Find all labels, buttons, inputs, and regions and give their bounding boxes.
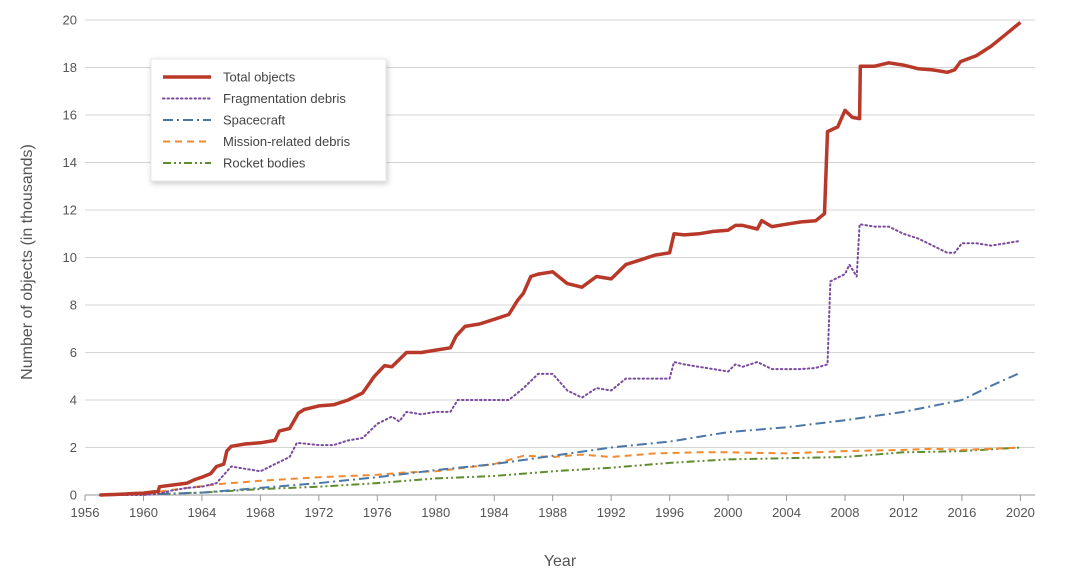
series-line-rocket-bodies xyxy=(99,446,1021,496)
legend-label: Total objects xyxy=(223,70,296,85)
series-line-spacecraft xyxy=(99,371,1021,496)
y-tick-label: 4 xyxy=(70,393,77,408)
x-tick-label: 1984 xyxy=(480,505,509,520)
legend: Total objects Fragmentation debris Spacecr… xyxy=(150,58,387,182)
x-tick-label: 1992 xyxy=(597,505,626,520)
legend-label: Mission-related debris xyxy=(223,134,351,149)
y-tick-label: 6 xyxy=(70,345,77,360)
y-tick-label: 8 xyxy=(70,298,77,313)
x-tick-label: 1996 xyxy=(655,505,684,520)
x-axis-ticks: 1956 1960 1964 1968 1972 1976 1980 1984 1988 1992… xyxy=(71,495,1035,520)
x-tick-label: 2008 xyxy=(831,505,860,520)
y-tick-label: 18 xyxy=(63,60,77,75)
x-tick-label: 1964 xyxy=(187,505,216,520)
x-tick-label: 2012 xyxy=(889,505,918,520)
series-line-total-objects xyxy=(99,21,1022,497)
x-tick-label: 2020 xyxy=(1006,505,1035,520)
x-tick-label: 2016 xyxy=(947,505,976,520)
x-tick-label: 1960 xyxy=(129,505,158,520)
x-tick-label: 2000 xyxy=(714,505,743,520)
y-tick-label: 10 xyxy=(63,250,77,265)
y-tick-label: 12 xyxy=(63,203,77,218)
x-tick-label: 1972 xyxy=(304,505,333,520)
series-group xyxy=(98,21,1022,497)
series-line-fragmentation-debris xyxy=(98,223,1022,496)
y-axis-ticks: 0 2 4 6 8 10 12 14 16 18 20 xyxy=(63,13,77,503)
x-tick-label: 1988 xyxy=(538,505,567,520)
x-tick-label: 1968 xyxy=(246,505,275,520)
x-tick-label: 1956 xyxy=(71,505,100,520)
y-axis-label: Number of objects (in thousands) xyxy=(19,144,36,380)
y-tick-label: 14 xyxy=(63,155,77,170)
y-tick-label: 16 xyxy=(63,108,77,123)
y-tick-label: 2 xyxy=(70,440,77,455)
legend-label: Rocket bodies xyxy=(223,156,306,171)
series-line-mission-related-debris xyxy=(99,446,1021,496)
x-tick-label: 1980 xyxy=(421,505,450,520)
legend-label: Fragmentation debris xyxy=(223,91,346,106)
legend-label: Spacecraft xyxy=(223,113,286,128)
y-tick-label: 20 xyxy=(63,13,77,28)
y-tick-label: 0 xyxy=(70,488,77,503)
x-tick-label: 1976 xyxy=(363,505,392,520)
x-axis-label: Year xyxy=(544,553,577,570)
x-tick-label: 2004 xyxy=(772,505,801,520)
